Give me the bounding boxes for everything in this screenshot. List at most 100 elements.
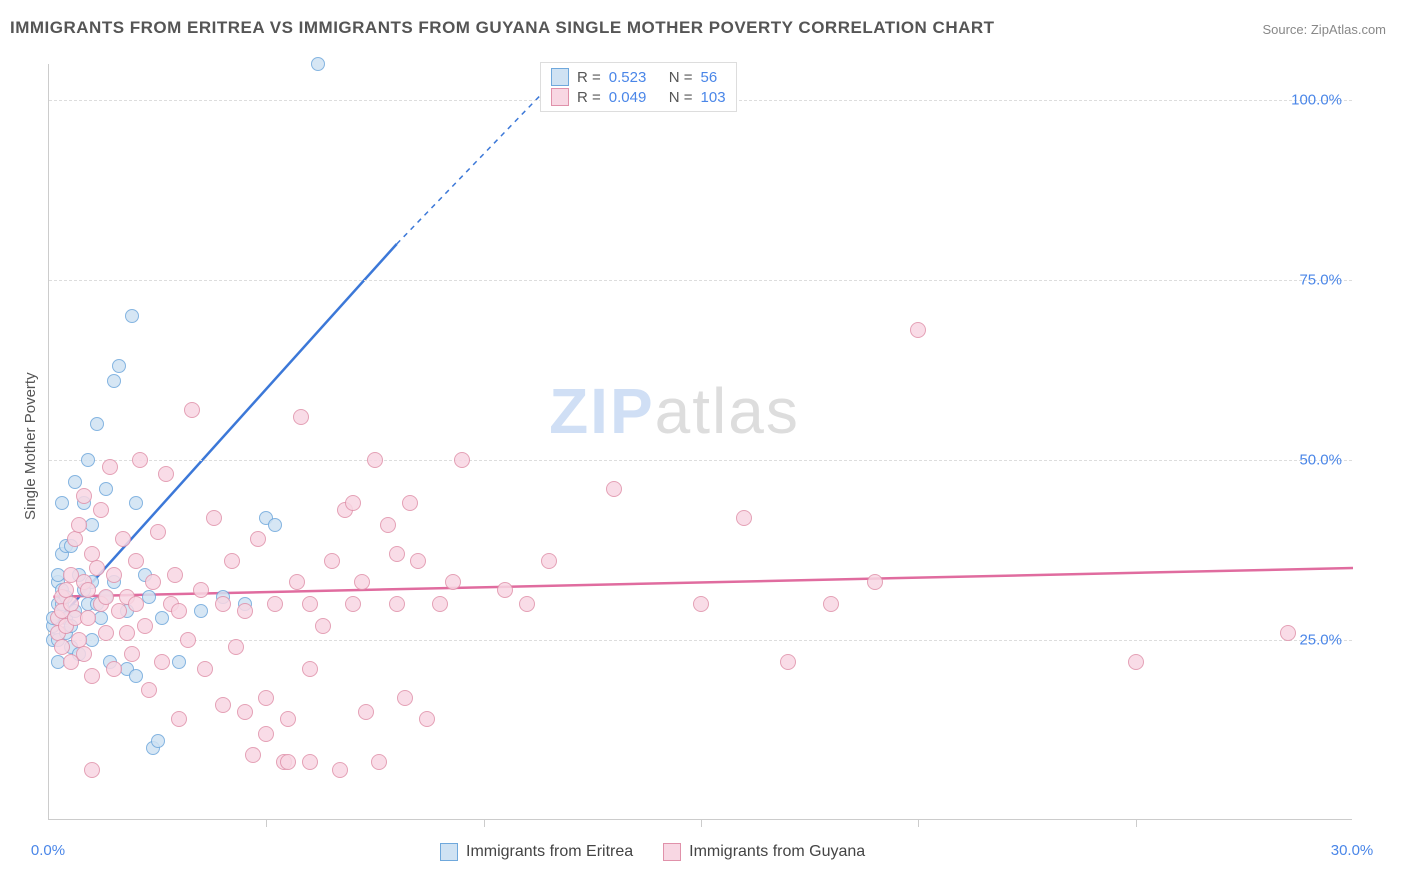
- scatter-point: [180, 632, 196, 648]
- legend-row: R = 0.049N = 103: [551, 87, 726, 107]
- scatter-point: [55, 496, 69, 510]
- scatter-point: [80, 582, 96, 598]
- scatter-point: [228, 639, 244, 655]
- scatter-point: [267, 596, 283, 612]
- scatter-point: [142, 590, 156, 604]
- scatter-point: [293, 409, 309, 425]
- scatter-point: [250, 531, 266, 547]
- scatter-point: [867, 574, 883, 590]
- legend-swatch: [440, 843, 458, 861]
- scatter-point: [268, 518, 282, 532]
- gridline: [49, 460, 1352, 461]
- scatter-point: [454, 452, 470, 468]
- scatter-point: [823, 596, 839, 612]
- scatter-point: [358, 704, 374, 720]
- gridline: [49, 640, 1352, 641]
- scatter-point: [410, 553, 426, 569]
- y-tick-label: 50.0%: [1299, 452, 1342, 469]
- scatter-point: [206, 510, 222, 526]
- legend-n-label: N =: [669, 69, 693, 86]
- scatter-point: [380, 517, 396, 533]
- scatter-point: [129, 669, 143, 683]
- chart-container: IMMIGRANTS FROM ERITREA VS IMMIGRANTS FR…: [0, 0, 1406, 892]
- scatter-point: [184, 402, 200, 418]
- scatter-point: [145, 574, 161, 590]
- scatter-point: [98, 625, 114, 641]
- scatter-point: [237, 603, 253, 619]
- legend-r-value: 0.523: [609, 69, 661, 86]
- scatter-point: [332, 762, 348, 778]
- scatter-point: [137, 618, 153, 634]
- scatter-point: [93, 502, 109, 518]
- scatter-point: [371, 754, 387, 770]
- scatter-point: [99, 482, 113, 496]
- legend-row: R = 0.523N = 56: [551, 67, 726, 87]
- scatter-point: [76, 646, 92, 662]
- scatter-point: [497, 582, 513, 598]
- scatter-point: [151, 734, 165, 748]
- scatter-point: [345, 495, 361, 511]
- y-tick-label: 100.0%: [1291, 92, 1342, 109]
- scatter-point: [324, 553, 340, 569]
- scatter-point: [172, 655, 186, 669]
- scatter-point: [258, 690, 274, 706]
- scatter-point: [167, 567, 183, 583]
- scatter-point: [128, 553, 144, 569]
- legend-r-value: 0.049: [609, 89, 661, 106]
- x-tick: [918, 819, 919, 827]
- scatter-point: [397, 690, 413, 706]
- scatter-point: [119, 625, 135, 641]
- scatter-point: [445, 574, 461, 590]
- scatter-point: [215, 697, 231, 713]
- scatter-point: [80, 610, 96, 626]
- scatter-point: [245, 747, 261, 763]
- x-tick: [266, 819, 267, 827]
- scatter-point: [98, 589, 114, 605]
- scatter-point: [345, 596, 361, 612]
- legend-n-value: 56: [701, 69, 718, 86]
- scatter-point: [367, 452, 383, 468]
- watermark-atlas: atlas: [655, 375, 800, 447]
- x-tick: [1136, 819, 1137, 827]
- legend-n-value: 103: [701, 89, 726, 106]
- scatter-point: [606, 481, 622, 497]
- legend-item: Immigrants from Guyana: [663, 843, 865, 861]
- x-tick: [484, 819, 485, 827]
- watermark-zip: ZIP: [549, 375, 655, 447]
- scatter-point: [315, 618, 331, 634]
- scatter-point: [129, 496, 143, 510]
- x-tick-label: 30.0%: [1331, 842, 1374, 859]
- y-tick-label: 25.0%: [1299, 632, 1342, 649]
- scatter-point: [84, 762, 100, 778]
- scatter-point: [68, 475, 82, 489]
- scatter-point: [154, 654, 170, 670]
- scatter-point: [171, 711, 187, 727]
- scatter-point: [54, 639, 70, 655]
- scatter-point: [102, 459, 118, 475]
- scatter-point: [89, 560, 105, 576]
- scatter-point: [106, 567, 122, 583]
- legend-series-name: Immigrants from Guyana: [689, 843, 865, 861]
- scatter-point: [224, 553, 240, 569]
- scatter-point: [237, 704, 253, 720]
- scatter-point: [132, 452, 148, 468]
- plot-area: ZIPatlas 25.0%50.0%75.0%100.0%: [48, 64, 1352, 820]
- scatter-point: [311, 57, 325, 71]
- scatter-point: [389, 596, 405, 612]
- scatter-point: [112, 359, 126, 373]
- scatter-point: [71, 517, 87, 533]
- scatter-point: [155, 611, 169, 625]
- source-label: Source: ZipAtlas.com: [1262, 22, 1386, 37]
- scatter-point: [280, 754, 296, 770]
- y-axis-label: Single Mother Poverty: [22, 372, 39, 520]
- scatter-point: [289, 574, 305, 590]
- scatter-point: [76, 488, 92, 504]
- scatter-point: [354, 574, 370, 590]
- scatter-point: [141, 682, 157, 698]
- scatter-point: [302, 596, 318, 612]
- scatter-point: [302, 754, 318, 770]
- scatter-point: [106, 661, 122, 677]
- scatter-point: [125, 309, 139, 323]
- scatter-point: [215, 596, 231, 612]
- legend-swatch: [551, 88, 569, 106]
